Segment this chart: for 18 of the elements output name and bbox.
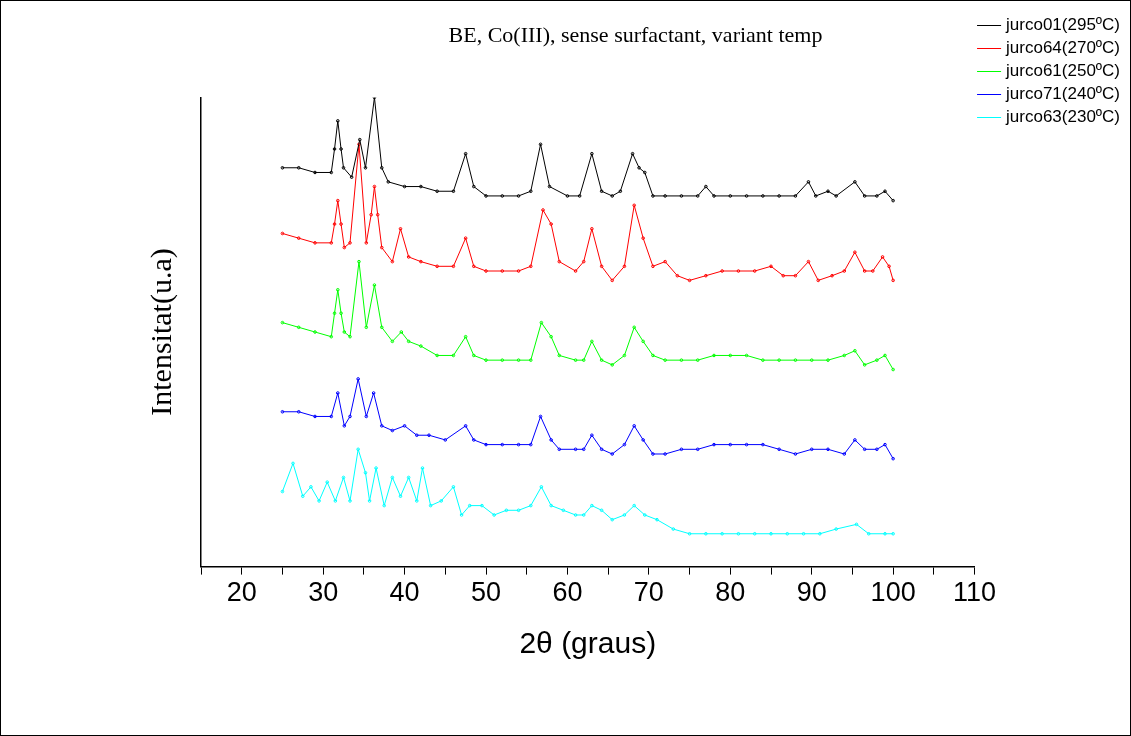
legend-label: jurco63(230ºC) [1005,107,1121,127]
x-tick-label: 20 [226,577,257,608]
x-tick-label: 110 [953,577,997,608]
y-axis-title: Intensitat(u.a) [143,248,178,416]
legend-label: jurco61(250ºC) [1005,61,1121,81]
legend-label: jurco01(295ºC) [1005,15,1121,35]
legend-label: jurco64(270ºC) [1005,38,1121,58]
x-tick-label: 70 [633,577,664,608]
x-tick-label: 100 [870,577,916,608]
x-tick-label: 60 [552,577,583,608]
x-tick-label: 90 [796,577,827,608]
x-tick-label: 80 [715,577,746,608]
x-tick-label: 50 [470,577,502,608]
legend-label: jurco71(240ºC) [1005,84,1121,104]
x-tick-label: 40 [389,577,420,608]
x-axis-title: 2θ (graus) [519,626,657,660]
chart-title: BE, Co(III), sense surfactant, variant temp [448,21,823,47]
x-tick-label: 30 [308,577,339,608]
